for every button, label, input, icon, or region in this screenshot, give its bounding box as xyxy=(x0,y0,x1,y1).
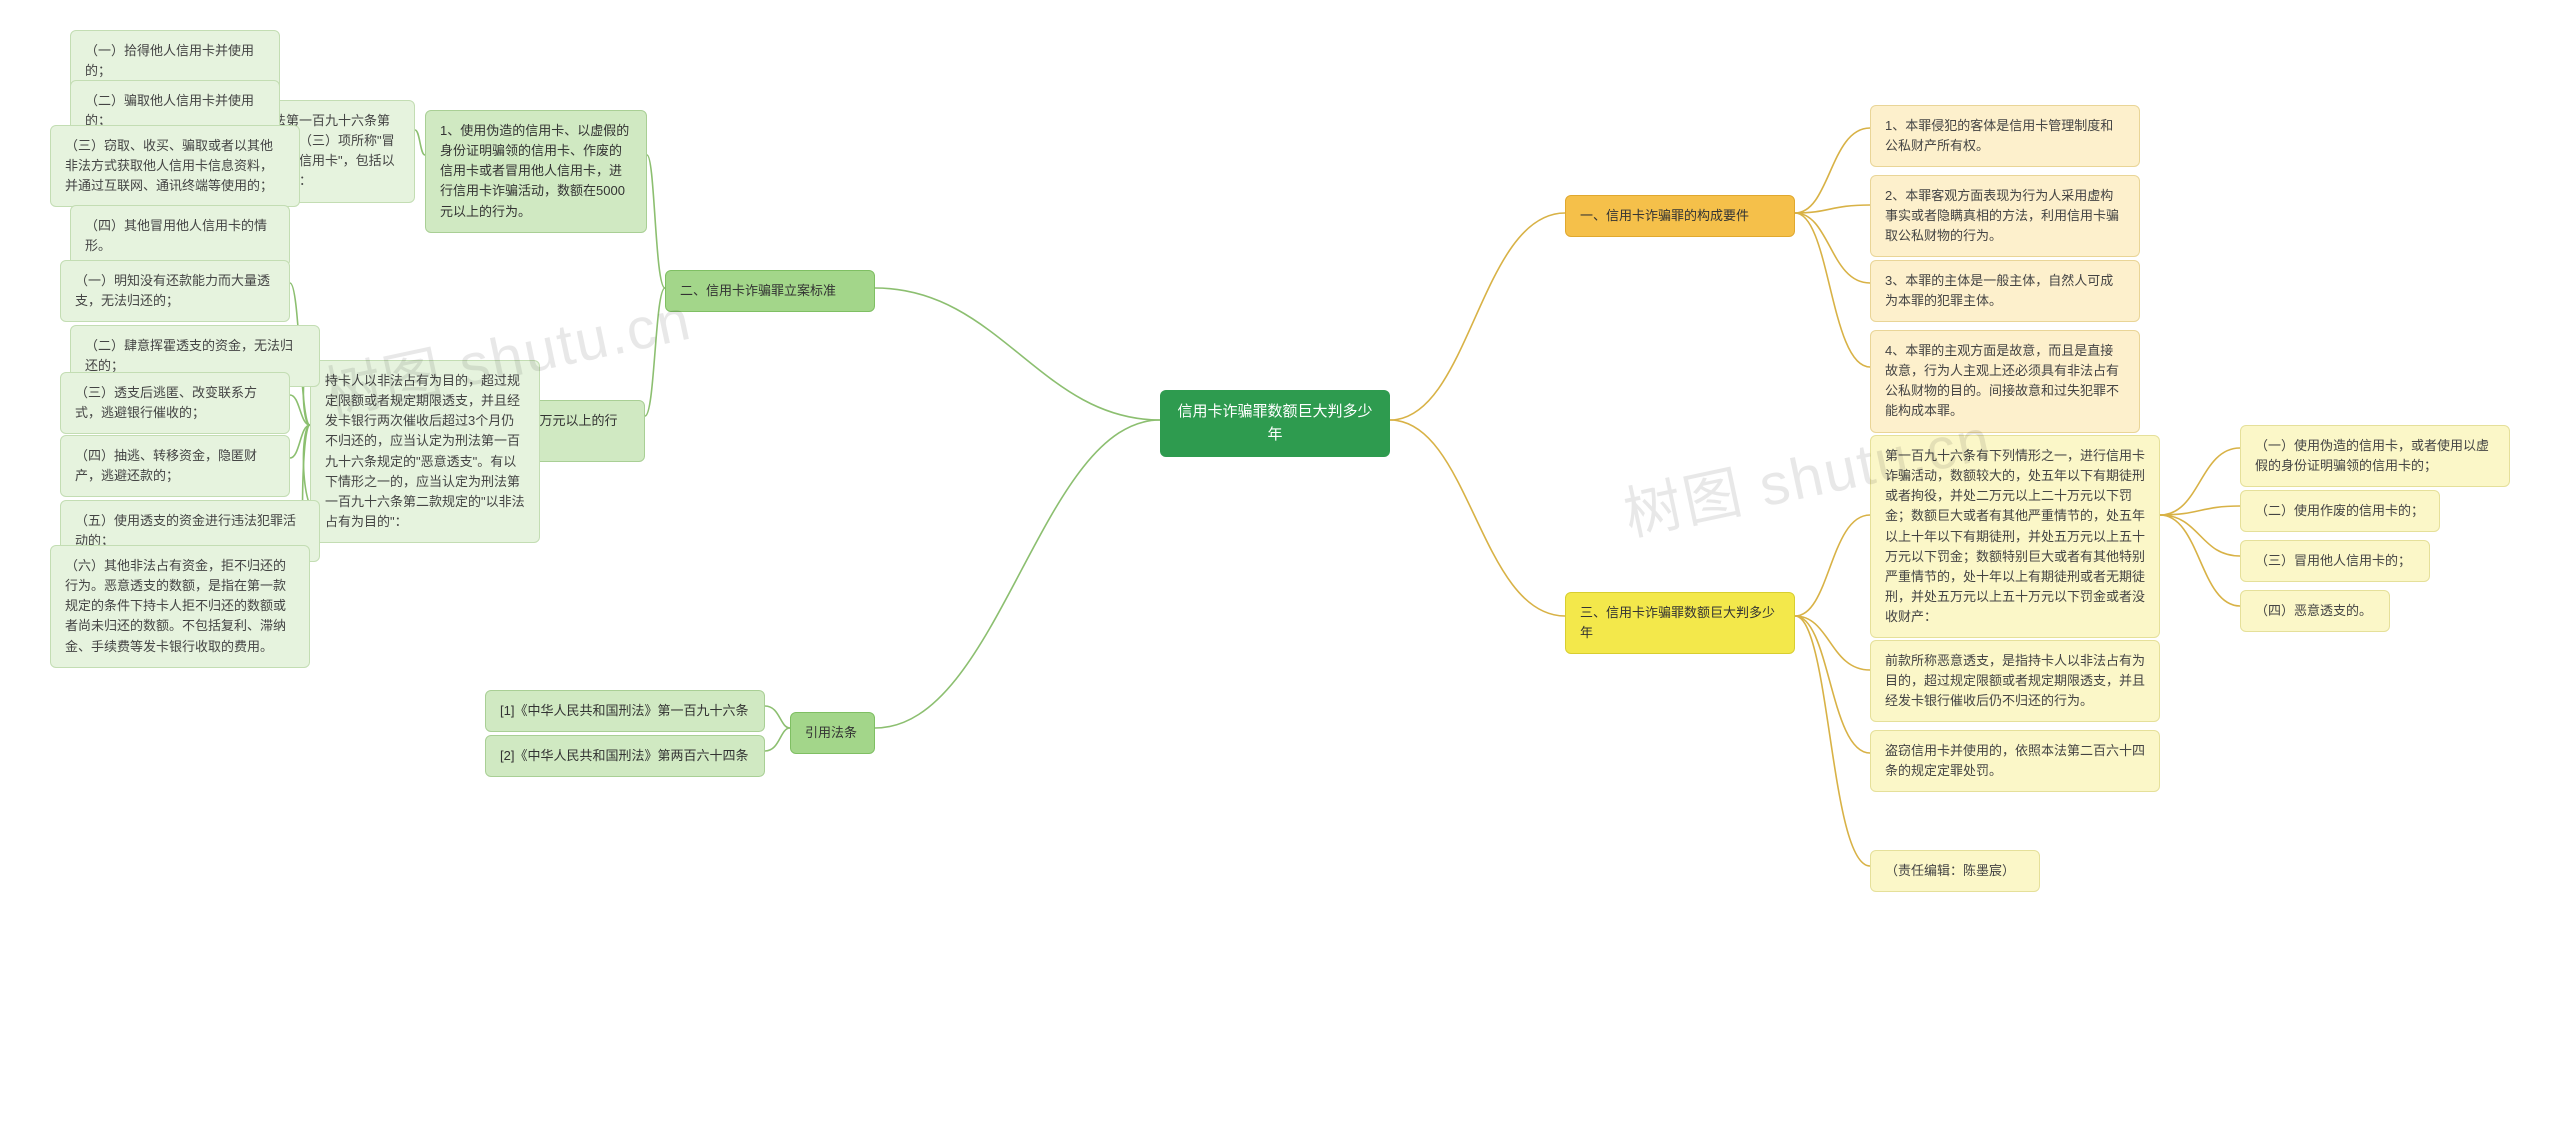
sec2-leaf: （四）抽逃、转移资金，隐匿财产，逃避还款的； xyxy=(60,435,290,497)
sec3-sub: （三）冒用他人信用卡的； xyxy=(2240,540,2430,582)
sec2-leaf: （一）明知没有还款能力而大量透支，无法归还的； xyxy=(60,260,290,322)
sec1-title: 一、信用卡诈骗罪的构成要件 xyxy=(1565,195,1795,237)
sec1-item: 1、本罪侵犯的客体是信用卡管理制度和公私财产所有权。 xyxy=(1870,105,2140,167)
sec2-sub: 持卡人以非法占有为目的，超过规定限额或者规定期限透支，并且经发卡银行两次催收后超… xyxy=(310,360,540,543)
sec3-item: 盗窃信用卡并使用的，依照本法第二百六十四条的规定定罪处罚。 xyxy=(1870,730,2160,792)
refs-item: [2]《中华人民共和国刑法》第两百六十四条 xyxy=(485,735,765,777)
sec3-sub: （四）恶意透支的。 xyxy=(2240,590,2390,632)
sec3-item: 前款所称恶意透支，是指持卡人以非法占有为目的，超过规定限额或者规定期限透支，并且… xyxy=(1870,640,2160,722)
sec1-item: 2、本罪客观方面表现为行为人采用虚构事实或者隐瞒真相的方法，利用信用卡骗取公私财… xyxy=(1870,175,2140,257)
refs-item: [1]《中华人民共和国刑法》第一百九十六条 xyxy=(485,690,765,732)
sec2-leaf: （三）透支后逃匿、改变联系方式，逃避银行催收的； xyxy=(60,372,290,434)
sec3-title: 三、信用卡诈骗罪数额巨大判多少年 xyxy=(1565,592,1795,654)
sec3-item: （责任编辑：陈墨宸） xyxy=(1870,850,2040,892)
sec2-leaf: （六）其他非法占有资金，拒不归还的行为。恶意透支的数额，是指在第一款规定的条件下… xyxy=(50,545,310,668)
root-node: 信用卡诈骗罪数额巨大判多少年 xyxy=(1160,390,1390,457)
sec2-item: 1、使用伪造的信用卡、以虚假的身份证明骗领的信用卡、作废的信用卡或者冒用他人信用… xyxy=(425,110,647,233)
sec2-title: 二、信用卡诈骗罪立案标准 xyxy=(665,270,875,312)
sec3-sub: （二）使用作废的信用卡的； xyxy=(2240,490,2440,532)
sec3-item: 第一百九十六条有下列情形之一，进行信用卡诈骗活动，数额较大的，处五年以下有期徒刑… xyxy=(1870,435,2160,638)
sec2-leaf: （三）窃取、收买、骗取或者以其他非法方式获取他人信用卡信息资料，并通过互联网、通… xyxy=(50,125,300,207)
sec3-sub: （一）使用伪造的信用卡，或者使用以虚假的身份证明骗领的信用卡的； xyxy=(2240,425,2510,487)
sec1-item: 3、本罪的主体是一般主体，自然人可成为本罪的犯罪主体。 xyxy=(1870,260,2140,322)
refs-title: 引用法条 xyxy=(790,712,875,754)
sec1-item: 4、本罪的主观方面是故意，而且是直接故意，行为人主观上还必须具有非法占有公私财物… xyxy=(1870,330,2140,433)
sec2-leaf: （四）其他冒用他人信用卡的情形。 xyxy=(70,205,290,267)
